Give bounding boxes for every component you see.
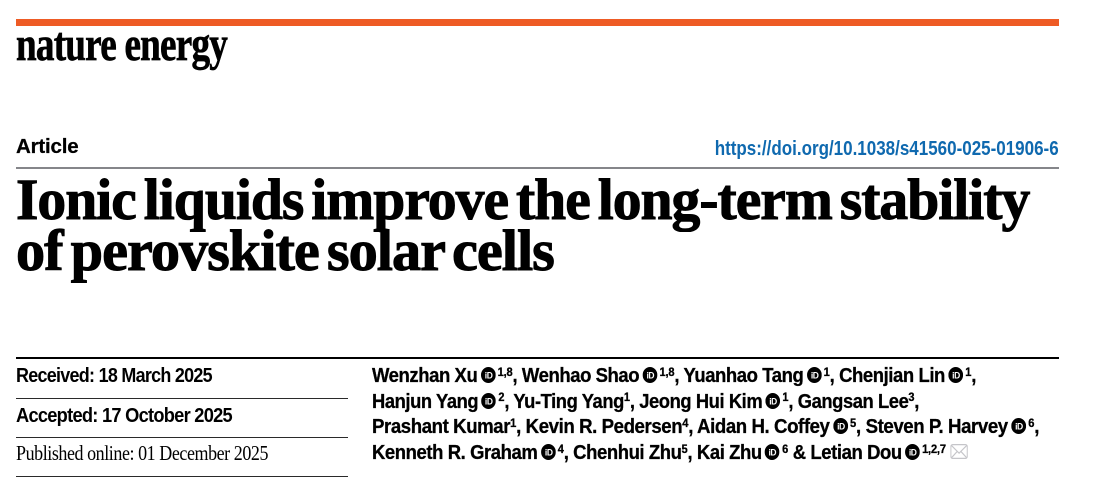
svg-text:iD: iD — [646, 370, 655, 380]
svg-text:iD: iD — [769, 396, 777, 406]
svg-text:iD: iD — [952, 370, 961, 380]
svg-text:iD: iD — [485, 396, 493, 406]
svg-text:iD: iD — [810, 370, 819, 380]
svg-text:iD: iD — [769, 447, 778, 457]
svg-text:iD: iD — [1015, 421, 1024, 431]
svg-text:iD: iD — [909, 447, 918, 457]
svg-text:iD: iD — [544, 447, 553, 457]
svg-text:iD: iD — [484, 370, 493, 380]
svg-text:iD: iD — [837, 421, 846, 431]
